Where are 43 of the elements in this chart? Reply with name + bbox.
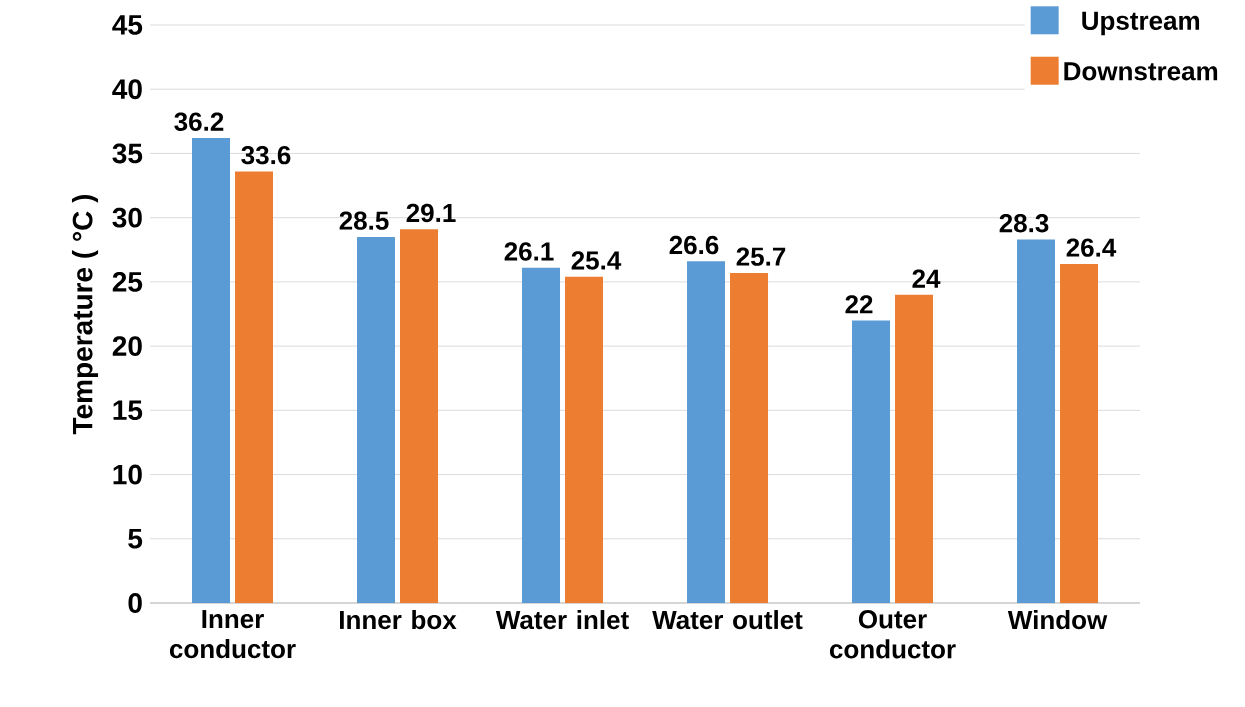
data-label: 29.1 bbox=[406, 203, 456, 223]
x-tick-label: Water inlet bbox=[495, 610, 629, 630]
x-tick-label: Outer conductor bbox=[829, 610, 956, 659]
y-axis-title: Temperature ( °C ) bbox=[71, 194, 99, 435]
y-tick-label: 20 bbox=[112, 336, 142, 357]
bar bbox=[400, 229, 439, 603]
y-tick-label: 0 bbox=[128, 593, 142, 613]
bar bbox=[522, 267, 561, 603]
y-tick-label: 30 bbox=[112, 207, 142, 228]
bar bbox=[192, 138, 231, 603]
x-tick-label: Water outlet bbox=[652, 610, 803, 630]
bar bbox=[357, 236, 396, 603]
data-label: 26.4 bbox=[1066, 238, 1117, 257]
legend-label: Upstream bbox=[1082, 11, 1200, 36]
data-label: 36.2 bbox=[174, 112, 224, 131]
x-tick-label: Window bbox=[1007, 610, 1108, 630]
y-tick-label: 45 bbox=[112, 15, 143, 35]
legend-label: Downstream bbox=[1064, 62, 1218, 81]
data-label: 25.7 bbox=[736, 247, 786, 266]
y-tick-label: 35 bbox=[112, 143, 143, 164]
data-label: 24 bbox=[912, 269, 941, 288]
y-tick-label: 5 bbox=[128, 529, 143, 549]
data-label: 26.1 bbox=[504, 242, 554, 261]
data-label: 25.4 bbox=[571, 251, 622, 270]
bar bbox=[1017, 239, 1056, 603]
bar bbox=[687, 261, 726, 603]
bar bbox=[235, 171, 274, 603]
y-tick-label: 40 bbox=[112, 79, 142, 100]
x-tick-label: Inner box bbox=[340, 610, 457, 630]
bar bbox=[895, 294, 934, 603]
data-label: 26.6 bbox=[669, 235, 719, 255]
data-label: 33.6 bbox=[241, 145, 291, 165]
bar bbox=[730, 272, 769, 603]
y-tick-label: 10 bbox=[113, 464, 142, 485]
data-label: 22 bbox=[845, 295, 873, 314]
data-label: 28.3 bbox=[999, 213, 1049, 233]
data-label: 28.5 bbox=[339, 211, 389, 230]
x-tick-label: Inner conductor bbox=[169, 610, 296, 659]
bar bbox=[565, 276, 604, 603]
bar bbox=[852, 320, 891, 603]
bar bbox=[1060, 263, 1099, 603]
y-tick-label: 25 bbox=[112, 271, 143, 292]
y-tick-label: 15 bbox=[113, 400, 143, 421]
